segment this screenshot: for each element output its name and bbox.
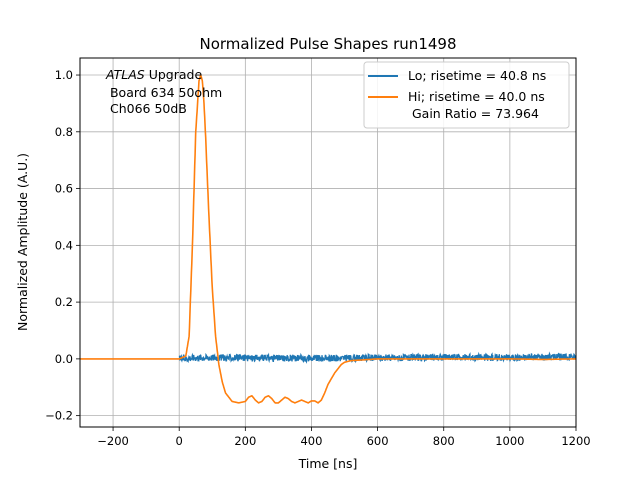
legend-box (363, 61, 570, 129)
series-hi-line (80, 74, 576, 404)
annotation-line-3: Ch066 50dB (106, 101, 187, 116)
x-tick-label: 800 (433, 434, 455, 448)
y-tick-label: 0.8 (55, 125, 73, 139)
annotation-atlas: ATLAS (105, 67, 145, 82)
y-tick-label: 1.0 (55, 68, 73, 82)
x-tick-label: 1200 (561, 434, 590, 448)
annotation-line-1: ATLAS Upgrade (105, 67, 202, 82)
y-tick-label: −0.2 (45, 409, 73, 423)
y-tick-label: 0.4 (55, 238, 73, 252)
atlas-annotation: ATLAS Upgrade Board 634 50ohm Ch066 50dB (105, 67, 222, 116)
x-axis-label: Time [ns] (298, 456, 358, 471)
x-tick-label: 400 (300, 434, 322, 448)
annotation-line-2: Board 634 50ohm (106, 85, 222, 100)
legend-hi-gain-ratio: Gain Ratio = 73.964 (408, 106, 539, 121)
y-axis-label: Normalized Amplitude (A.U.) (15, 153, 30, 331)
x-tick-label: 200 (234, 434, 256, 448)
x-tick-label: 1000 (495, 434, 524, 448)
x-tick-label: 0 (176, 434, 183, 448)
x-tick-label: −200 (97, 434, 129, 448)
axis-ticks: −200 0 200 400 600 800 1000 1200 −0.2 0.0 0.2 0.4 0.… (45, 68, 591, 448)
annotation-upgrade: Upgrade (145, 67, 203, 82)
series-layer (80, 74, 576, 404)
y-tick-label: 0.6 (55, 182, 73, 196)
x-tick-label: 600 (367, 434, 389, 448)
axes-frame (79, 57, 577, 428)
chart-title: Normalized Pulse Shapes run1498 (199, 35, 456, 53)
y-tick-label: 0.2 (55, 295, 73, 309)
legend-lo-label: Lo; risetime = 40.8 ns (408, 68, 546, 83)
y-tick-label: 0.0 (55, 352, 73, 366)
legend: Lo; risetime = 40.8 ns Hi; risetime = 40… (363, 61, 570, 129)
legend-hi-label: Hi; risetime = 40.0 ns (408, 89, 545, 104)
